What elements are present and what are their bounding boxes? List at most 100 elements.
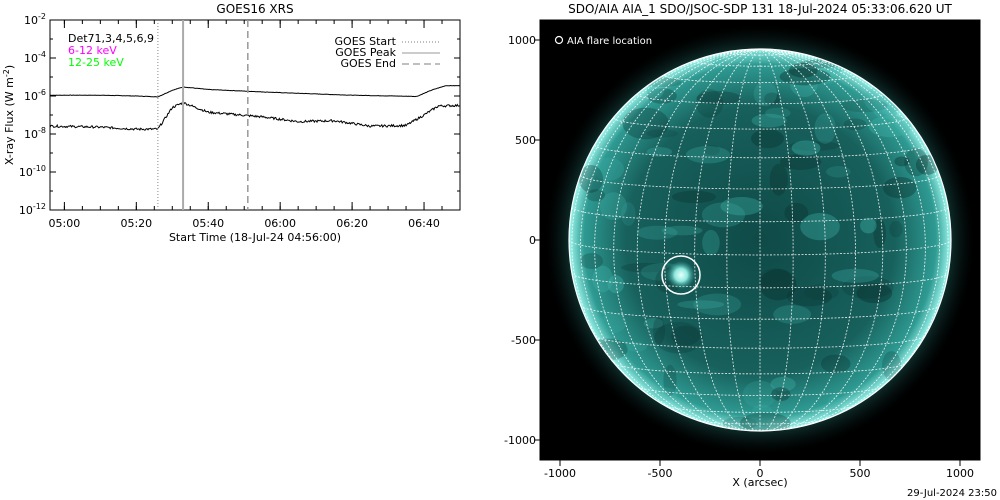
aia-image-plot: SDO/AIA AIA_1 SDO/JSOC-SDP 131 18-Jul-20… [504, 2, 981, 489]
surface-feature [765, 107, 791, 119]
surface-feature [770, 376, 796, 392]
aia-title: SDO/AIA AIA_1 SDO/JSOC-SDP 131 18-Jul-20… [568, 2, 952, 16]
surface-feature [671, 190, 717, 204]
surface-feature [860, 217, 877, 234]
surface-feature [625, 342, 647, 352]
goes-title: GOES16 XRS [216, 2, 293, 16]
surface-feature [751, 129, 785, 149]
goes-legend-label: GOES Start [335, 35, 397, 48]
aia-x-tick-label: 1000 [946, 467, 974, 480]
latitude-line [580, 305, 940, 320]
y-tick-label: 10-6 [24, 88, 46, 103]
goes-annotation-1: 6-12 keV [68, 44, 117, 57]
surface-feature [868, 115, 912, 138]
latitude-line [694, 61, 826, 67]
y-tick-label: 10-12 [19, 202, 46, 217]
aia-y-tick-label: 1000 [508, 34, 536, 47]
surface-feature [764, 92, 781, 106]
surface-feature [826, 394, 842, 420]
surface-feature [701, 202, 746, 228]
aia-y-tick-label: 0 [529, 234, 536, 247]
surface-feature [786, 286, 832, 307]
longitude-line [664, 49, 761, 431]
x-tick-label: 06:40 [408, 217, 440, 230]
surface-feature [814, 113, 836, 144]
aia-y-tick-label: -1000 [504, 434, 536, 447]
aia-x-tick-label: -1000 [544, 467, 576, 480]
aia-x-tick-label: -500 [648, 467, 673, 480]
latitude-line [571, 206, 949, 223]
surface-feature [779, 154, 822, 170]
aia-x-tick-label: 0 [757, 467, 764, 480]
y-tick-label: 10-10 [19, 164, 46, 179]
surface-feature [751, 113, 787, 128]
surface-feature [720, 197, 763, 216]
latitude-line [594, 335, 926, 349]
longitude-line [759, 49, 826, 431]
surface-feature [643, 318, 664, 329]
x-tick-label: 05:40 [192, 217, 224, 230]
surface-feature [894, 156, 910, 167]
surface-feature [607, 275, 625, 294]
flare-glow [666, 260, 696, 290]
surface-feature [671, 325, 700, 346]
surface-feature [758, 268, 792, 291]
x-tick-label: 05:20 [120, 217, 152, 230]
surface-feature [578, 165, 604, 193]
y-tick-label: 10-8 [24, 126, 46, 141]
goes-xlabel: Start Time (18-Jul-24 04:56:00) [169, 231, 341, 244]
aia-y-tick-label: 500 [515, 134, 536, 147]
aia-xlabel: X (arcsec) [732, 476, 787, 489]
surface-feature [804, 284, 839, 301]
surface-feature [592, 265, 613, 293]
surface-feature [889, 220, 903, 238]
goes-ylabel: X-ray Flux (W m-2) [2, 65, 16, 165]
latitude-line [580, 174, 940, 190]
surface-feature [696, 91, 741, 105]
longitude-line [571, 49, 761, 413]
surface-feature [621, 202, 636, 226]
surface-feature [842, 276, 894, 299]
surface-feature [646, 83, 664, 99]
surface-feature [599, 313, 627, 333]
surface-feature [599, 192, 627, 221]
surface-feature [790, 70, 818, 98]
x-tick-label: 05:00 [49, 217, 81, 230]
x-tick-label: 06:20 [336, 217, 368, 230]
aia-y-tick-label: -500 [511, 334, 536, 347]
surface-feature [750, 404, 774, 427]
goes-annotation-2: 12-25 keV [68, 56, 124, 69]
surface-feature [843, 118, 867, 131]
longitude-line [636, 49, 761, 431]
goes-event-lines [157, 20, 249, 210]
surface-feature [693, 293, 742, 316]
surface-feature [759, 269, 797, 301]
latitude-line [696, 419, 824, 425]
longitude-line [726, 49, 761, 431]
longitude-line [759, 49, 856, 431]
surface-feature [647, 88, 677, 104]
surface-feature [788, 63, 818, 78]
x-tick-label: 06:00 [264, 217, 296, 230]
goes-annotation-0: Det71,3,4,5,6,9 [68, 32, 154, 45]
goes-legend-label: GOES Peak [335, 46, 396, 59]
surface-feature [771, 387, 791, 402]
surface-feature [820, 354, 851, 374]
longitude-line [759, 49, 949, 413]
goes-series [50, 84, 460, 131]
y-tick-label: 10-2 [24, 12, 46, 27]
aia-axes: -1000 -500 0 500 1000 1000 500 0 -500 -1000 [504, 34, 974, 480]
surface-feature [702, 229, 720, 256]
longitude-line [759, 49, 940, 427]
surface-feature [784, 203, 809, 223]
surface-feature [769, 163, 788, 196]
surface-feature [695, 89, 724, 118]
longitude-line [594, 49, 761, 430]
longitude-line [759, 49, 794, 431]
y-tick-label: 10-4 [24, 50, 46, 65]
surface-feature [856, 283, 893, 304]
flare-legend-label: AIA flare location [567, 36, 652, 47]
